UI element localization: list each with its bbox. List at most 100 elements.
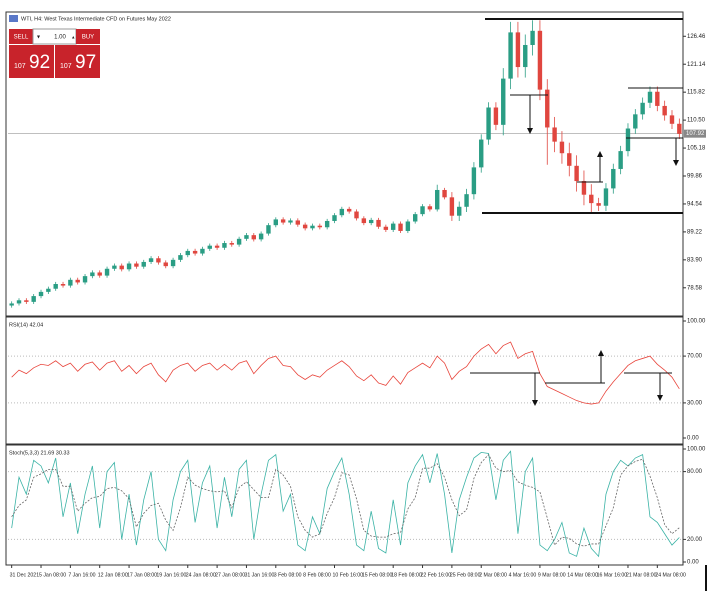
candle-body xyxy=(435,189,440,210)
candle-body xyxy=(559,141,565,154)
candle-body xyxy=(596,203,601,206)
y-tick-label: 115.82 xyxy=(687,90,706,96)
x-tick-label: 27 Jan 08:00 xyxy=(215,572,245,578)
candle-body xyxy=(545,89,550,128)
indicator-line xyxy=(11,450,680,558)
candle-body xyxy=(625,128,631,152)
x-tick-label: 12 Jan 08:00 xyxy=(98,572,128,578)
x-tick-label: 22 Feb 16:00 xyxy=(421,572,452,578)
candle-body xyxy=(207,245,212,249)
y-tick-label: 20.00 xyxy=(687,537,703,543)
symbol-icon xyxy=(9,15,18,22)
candle-body xyxy=(112,265,117,269)
sell-button[interactable] xyxy=(9,29,33,44)
indicator-line xyxy=(11,341,680,405)
y-tick-label: 126.46 xyxy=(687,34,706,40)
lot-value: 1.00 xyxy=(54,35,66,41)
y-tick-label: 78.58 xyxy=(687,285,703,291)
x-tick-label: 5 Jan 08:00 xyxy=(39,572,66,578)
candle-body xyxy=(589,194,594,204)
x-tick-label: 9 Mar 08:00 xyxy=(538,572,566,578)
candle-body xyxy=(75,279,80,283)
candle-body xyxy=(567,153,572,166)
candle-body xyxy=(442,189,447,198)
candle-body xyxy=(523,44,528,68)
lot-arrow: ▴ xyxy=(72,34,75,40)
candle-body xyxy=(46,288,51,292)
candle-body xyxy=(258,233,264,240)
candle-body xyxy=(38,291,44,297)
candle-body xyxy=(640,102,645,115)
candle-body xyxy=(633,114,638,129)
candle-body xyxy=(413,214,418,222)
x-tick-label: 7 Jan 16:00 xyxy=(68,572,95,578)
candle-body xyxy=(244,235,249,239)
candle-body xyxy=(60,284,66,286)
candle-body xyxy=(515,32,521,68)
candle-body xyxy=(170,259,176,267)
candle-body xyxy=(574,165,579,182)
y-tick-label: 110.50 xyxy=(687,118,706,124)
y-tick-label: 30.00 xyxy=(687,400,703,406)
candle-body xyxy=(376,219,381,227)
y-tick-label: 70.00 xyxy=(687,354,703,360)
candle-body xyxy=(332,215,337,221)
candle-body xyxy=(53,284,58,289)
y-tick-label: 105.18 xyxy=(687,146,706,152)
candle-body xyxy=(126,263,132,270)
candle-body xyxy=(24,300,29,302)
lot-arrow: ▾ xyxy=(37,35,40,41)
candle-body xyxy=(16,300,22,304)
y-tick-label: 0.00 xyxy=(687,436,699,442)
candle-body xyxy=(537,30,543,90)
candle-body xyxy=(647,91,653,103)
candle-body xyxy=(339,208,345,216)
candle-body xyxy=(669,115,675,124)
candle-body xyxy=(677,123,682,134)
candle-body xyxy=(405,221,411,231)
candle-body xyxy=(346,208,352,212)
buy-label: BUY xyxy=(82,35,94,41)
candle-body xyxy=(9,303,14,306)
ask-box[interactable] xyxy=(55,45,100,78)
candle-body xyxy=(457,206,462,216)
x-tick-label: 3 Feb 08:00 xyxy=(274,572,302,578)
candle-body xyxy=(214,245,220,248)
x-tick-label: 14 Mar 08:00 xyxy=(567,572,598,578)
x-tick-label: 15 Feb 08:00 xyxy=(362,572,393,578)
ask-digits: 97 xyxy=(75,52,96,73)
candle-body xyxy=(493,107,499,125)
x-tick-label: 31 Jan 16:00 xyxy=(244,572,274,578)
y-tick-label: 0.00 xyxy=(687,560,699,566)
candle-body xyxy=(310,225,315,229)
y-tick-label: 99.86 xyxy=(687,174,703,180)
candle-body xyxy=(148,258,154,262)
x-tick-label: 24 Mar 08:00 xyxy=(655,572,686,578)
candle-body xyxy=(603,188,609,206)
buy-button[interactable] xyxy=(76,29,100,44)
x-tick-label: 2 Mar 08:00 xyxy=(479,572,507,578)
y-tick-label: 94.54 xyxy=(687,202,703,208)
candle-body xyxy=(163,262,168,267)
indicator-title: Stoch(5,3,3) 21.69 30.33 xyxy=(9,450,70,456)
bid-digits: 92 xyxy=(29,52,50,73)
candle-body xyxy=(552,127,557,142)
ask-prefix: 107 xyxy=(60,63,72,70)
candle-body xyxy=(427,206,433,210)
candle-body xyxy=(185,250,190,256)
candle-body xyxy=(68,279,73,286)
trade-panel: SELL ▾ 1.00 ▴ BUY 107 92 107 97 xyxy=(9,28,100,78)
candle-body xyxy=(486,107,491,140)
candle-body xyxy=(354,211,359,219)
bid-box[interactable] xyxy=(9,45,54,78)
candle-body xyxy=(288,220,293,223)
candle-body xyxy=(280,219,286,223)
price-label-box xyxy=(684,129,706,138)
y-tick-label: 89.22 xyxy=(687,229,703,235)
candle-body xyxy=(82,276,88,283)
candle-body xyxy=(31,296,36,302)
sell-label: SELL xyxy=(14,35,29,41)
candle-body xyxy=(530,30,535,45)
